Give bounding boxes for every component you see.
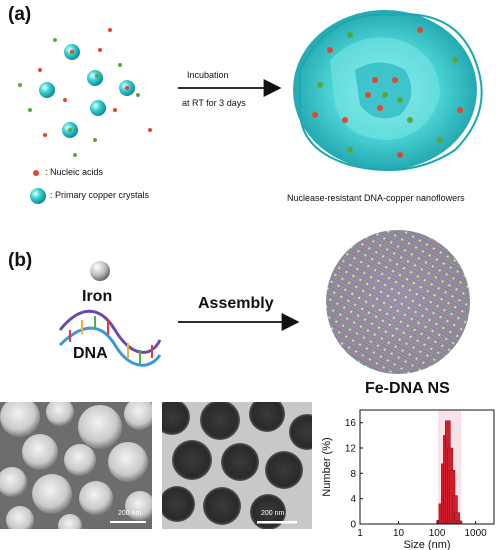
- copper-crystals: [39, 44, 135, 138]
- x-tick-label: 1: [357, 528, 363, 539]
- y-tick-label: 0: [350, 520, 356, 531]
- fe-dna-ns-label: Fe-DNA NS: [365, 380, 450, 397]
- fe-dna-nanosphere: [326, 230, 470, 374]
- y-tick-label: 12: [345, 444, 357, 455]
- y-tick-label: 16: [345, 418, 357, 429]
- plot-frame: [359, 409, 495, 525]
- sem-scale-bar-label: 200 nm: [118, 510, 142, 517]
- nucleic-acid-icon: [33, 170, 39, 176]
- tem-micrograph: 200 nm: [162, 402, 312, 529]
- nanoflower-caption: Nuclease-resistant DNA-copper nanoflower…: [287, 193, 465, 203]
- y-tick-label: 4: [350, 494, 356, 505]
- copper-crystal-icon: [30, 188, 46, 204]
- x-axis-label: Size (nm): [403, 539, 450, 550]
- x-tick-label: 10: [393, 528, 405, 539]
- sem-micrograph: 200 nm: [0, 402, 152, 529]
- panel-a-label: (a): [8, 4, 32, 25]
- iron-sphere-icon: [90, 261, 110, 281]
- iron-label: Iron: [82, 288, 113, 305]
- dna-label: DNA: [73, 345, 108, 362]
- incubation-label: Incubation: [187, 70, 229, 80]
- x-tick-label: 100: [429, 528, 446, 539]
- y-axis-label: Number (%): [321, 437, 333, 496]
- assembly-label: Assembly: [198, 295, 274, 312]
- size-distribution-chart: 0 4 8 12 16 1 10 100 1000 Size (nm) Number (%): [321, 409, 495, 550]
- tem-scale-bar-label: 200 nm: [261, 510, 285, 517]
- nucleic-acid-dots: [18, 28, 152, 157]
- legend-nucleic-acids: : Nucleic acids: [45, 167, 104, 177]
- incubation-condition-label: at RT for 3 days: [182, 98, 246, 108]
- x-tick-label: 1000: [464, 528, 487, 539]
- y-tick-label: 8: [350, 469, 356, 480]
- dna-helix-icon: [58, 309, 162, 367]
- panel-b-label: (b): [8, 250, 33, 271]
- legend-copper-crystals: : Primary copper crystals: [50, 190, 150, 200]
- dna-copper-nanoflower: [293, 10, 483, 171]
